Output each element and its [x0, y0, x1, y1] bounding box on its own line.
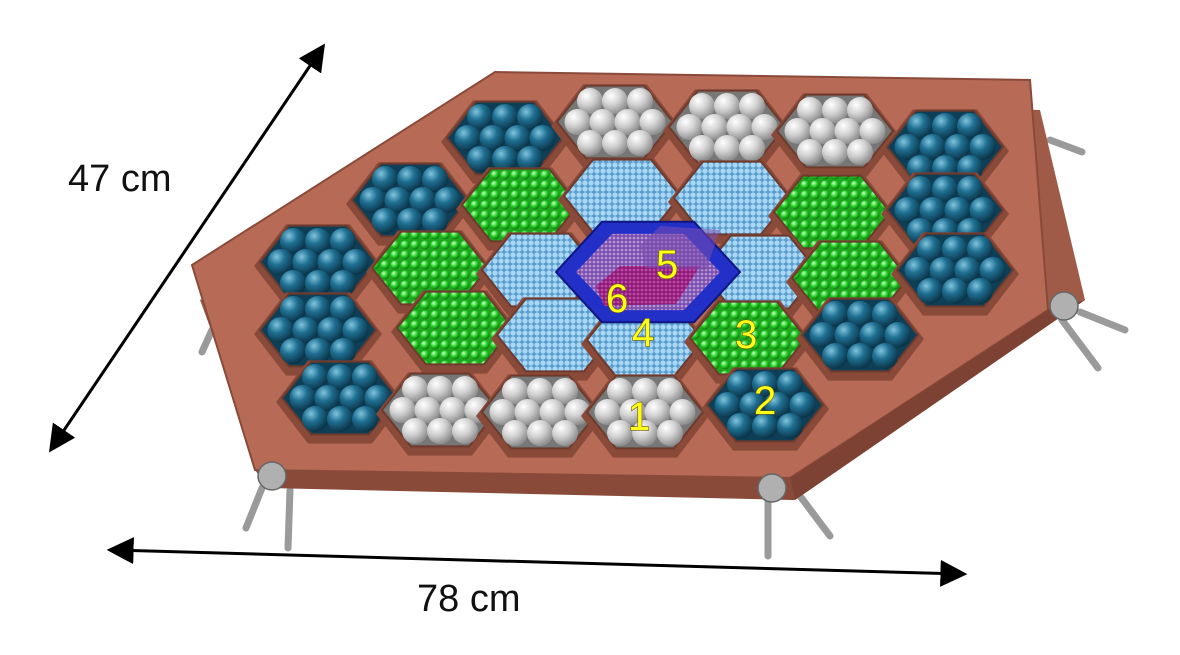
module-cell-teal — [346, 162, 474, 246]
zone-number: 1 — [628, 395, 650, 439]
module-cell-blue — [696, 234, 824, 318]
module-cell-green — [391, 290, 519, 374]
zone-labels: 1 2 3 4 5 6 — [605, 242, 776, 439]
central-module — [554, 220, 742, 324]
plate-edge-right — [790, 300, 1085, 500]
module-cell-silver — [663, 89, 791, 173]
mounting-flanges — [257, 291, 1079, 503]
module-cell-teal — [701, 367, 829, 451]
zone-number: 4 — [632, 311, 654, 355]
module-cell-blue — [668, 160, 796, 244]
module-cell-blue — [491, 297, 619, 381]
width-dimension-arrow — [106, 537, 968, 587]
module-cell-silver — [551, 84, 679, 168]
module-cell-green — [684, 300, 812, 384]
width-dimension-label: 78 cm — [417, 578, 521, 620]
zone-number: 6 — [606, 277, 628, 321]
module-cell-silver — [376, 372, 504, 456]
module-cell-silver — [476, 374, 604, 458]
zone-number: 5 — [656, 243, 678, 287]
module-cell-teal — [891, 232, 1019, 316]
support-legs — [198, 136, 1129, 560]
height-dimension-label: 47 cm — [68, 158, 172, 200]
module-cell-silver — [771, 93, 899, 177]
module-cell-teal — [796, 297, 924, 381]
module-cell-blue — [558, 158, 686, 242]
module-cell-green — [768, 174, 896, 258]
module-cell-teal — [441, 100, 569, 184]
module-cell-silver — [581, 374, 709, 458]
zone-number: 3 — [735, 313, 757, 357]
zone-number: 2 — [754, 379, 776, 423]
module-cell-green — [456, 167, 584, 251]
module-cell-teal — [881, 109, 1009, 193]
height-dimension-arrow — [48, 43, 326, 453]
plate-edge — [255, 470, 795, 500]
